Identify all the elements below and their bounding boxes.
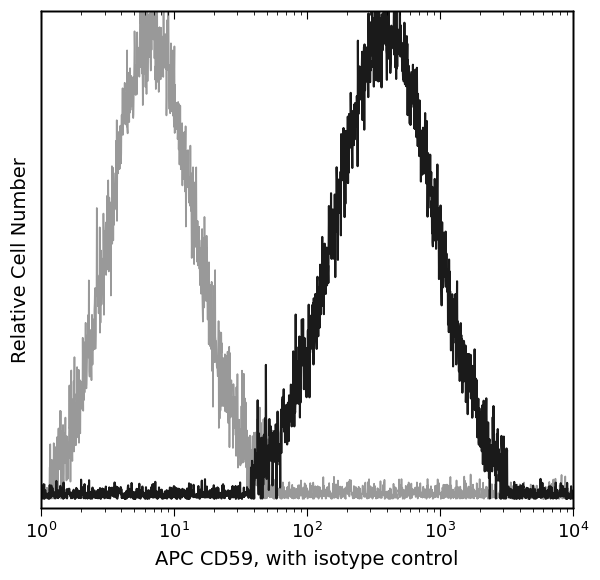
Y-axis label: Relative Cell Number: Relative Cell Number xyxy=(11,157,30,362)
X-axis label: APC CD59, with isotype control: APC CD59, with isotype control xyxy=(155,550,459,569)
